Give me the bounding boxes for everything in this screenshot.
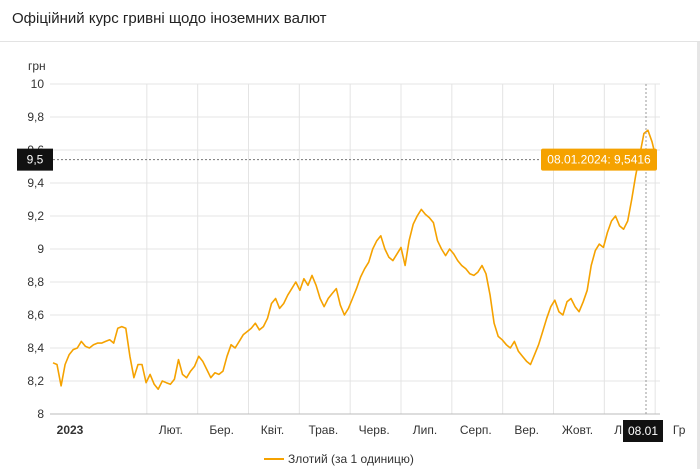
right-edge-divider <box>697 42 700 469</box>
y-tick-label: 9,2 <box>27 209 44 223</box>
page-title: Офіційний курс гривні щодо іноземних вал… <box>12 10 327 27</box>
tooltip-label: 08.01.2024: 9,5416 <box>547 153 651 167</box>
y-value-marker-bg <box>17 148 53 171</box>
legend-label: Злотий (за 1 одиницю) <box>288 452 414 466</box>
y-tick-label: 8,6 <box>27 308 44 322</box>
tooltip-bg <box>541 148 657 171</box>
y-tick-label: 8 <box>37 407 44 421</box>
x-value-marker-label: 08.01 <box>628 424 658 438</box>
y-tick-label: 10 <box>31 77 45 91</box>
x-axis-ticks: 2023 Лют. Бер. Квіт. Трав. Черв. Лип. Серп. Вер.… <box>57 423 686 437</box>
x-tick-label: Вер. <box>514 423 539 437</box>
x-tick-label: Серп. <box>460 423 492 437</box>
y-tick-label: 8,8 <box>27 275 44 289</box>
y-value-marker: 9,5 <box>17 148 53 171</box>
y-tick-label: 9 <box>37 242 44 256</box>
x-tick-label: Черв. <box>359 423 390 437</box>
x-tick-label: Трав. <box>308 423 338 437</box>
y-tick-label: 8,4 <box>27 341 44 355</box>
x-value-marker: 08.01 <box>623 420 663 442</box>
x-value-marker-bg <box>623 420 663 442</box>
y-axis-unit-label: грн <box>28 59 46 73</box>
x-tick-label: Гр <box>673 423 686 437</box>
y-tick-label: 8,2 <box>27 374 44 388</box>
y-tick-label: 9,4 <box>27 176 44 190</box>
legend[interactable]: Злотий (за 1 одиницю) <box>264 452 414 466</box>
x-tick-label: Лют. <box>159 423 183 437</box>
y-tick-label: 9,8 <box>27 110 44 124</box>
tooltip: 08.01.2024: 9,5416 <box>541 148 657 171</box>
x-tick-label: Бер. <box>209 423 234 437</box>
x-tick-label: Квіт. <box>261 423 285 437</box>
x-tick-label: Лип. <box>413 423 437 437</box>
x-tick-label: Жовт. <box>562 423 593 437</box>
chart-header: Офіційний курс гривні щодо іноземних вал… <box>0 0 700 42</box>
y-axis-ticks: 88,28,48,68,899,29,49,69,810 <box>27 77 44 421</box>
series-line-zloty[interactable] <box>52 129 657 390</box>
y-value-marker-label: 9,5 <box>27 153 44 167</box>
x-tick-label: 2023 <box>57 423 84 437</box>
